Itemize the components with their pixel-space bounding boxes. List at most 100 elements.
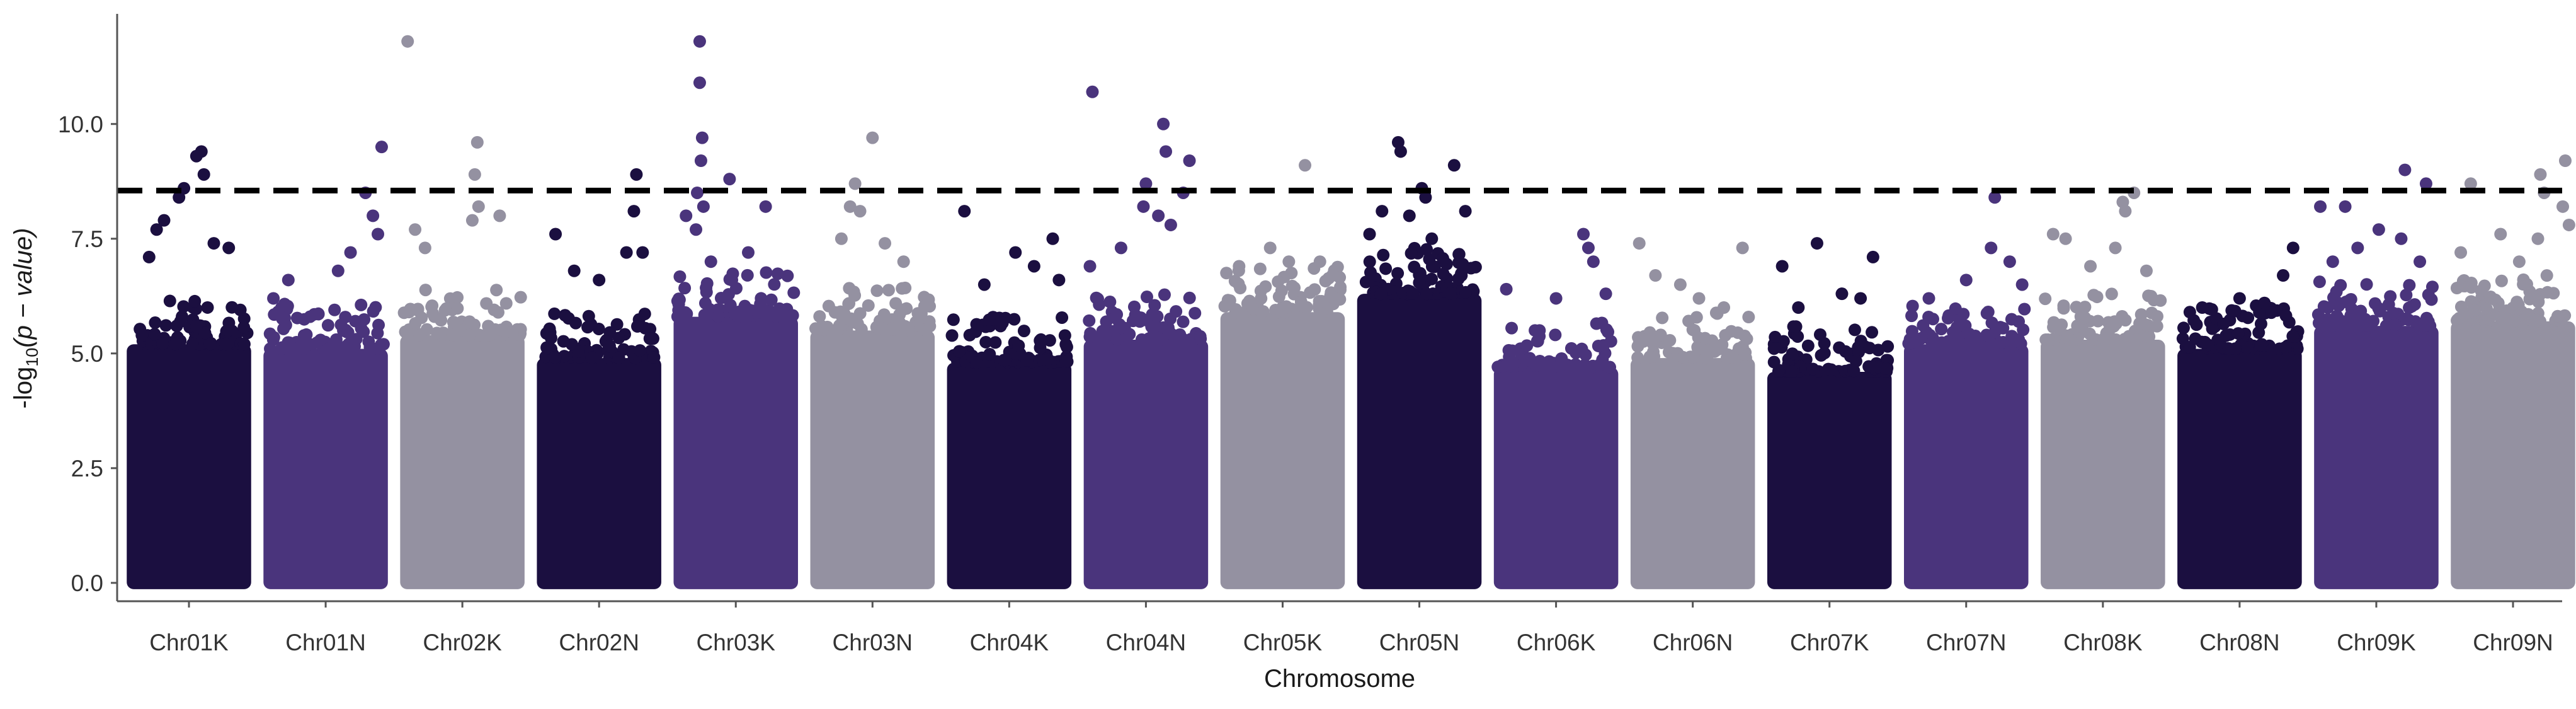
snp-peak-point bbox=[1282, 255, 1296, 268]
snp-point bbox=[135, 329, 149, 342]
snp-point bbox=[2480, 302, 2493, 315]
snp-point bbox=[494, 323, 508, 337]
snp-point bbox=[1145, 320, 1158, 333]
snp-point bbox=[1090, 291, 1103, 304]
snp-point bbox=[870, 284, 884, 297]
snp-point bbox=[1177, 315, 1190, 328]
snp-point bbox=[1862, 360, 1876, 373]
x-tick-label: Chr07K bbox=[1790, 630, 1869, 655]
snp-point bbox=[2225, 304, 2238, 317]
snp-point bbox=[2206, 322, 2219, 335]
snp-point bbox=[2265, 306, 2278, 320]
snp-point bbox=[2041, 333, 2055, 346]
snp-point bbox=[411, 304, 425, 317]
snp-peak-point bbox=[1052, 274, 1066, 287]
snp-peak-point bbox=[1419, 191, 1432, 204]
snp-point bbox=[1906, 299, 1919, 313]
snp-peak-point bbox=[197, 168, 210, 181]
snp-point bbox=[1034, 335, 1047, 349]
snp-peak-point bbox=[567, 264, 581, 277]
x-tick-label: Chr03N bbox=[833, 630, 913, 655]
snp-point bbox=[1813, 328, 1827, 341]
snp-point bbox=[499, 297, 513, 310]
snp-point bbox=[2540, 269, 2553, 282]
snp-point bbox=[1246, 303, 1260, 316]
snp-point bbox=[1020, 354, 1034, 367]
chromosome-chr01n bbox=[263, 141, 390, 589]
snp-peak-point bbox=[879, 237, 892, 250]
snp-density-band bbox=[263, 349, 388, 589]
snp-peak-point bbox=[375, 141, 388, 154]
snp-peak-point bbox=[468, 168, 481, 181]
x-axis-title: Chromosome bbox=[1264, 665, 1415, 693]
snp-peak-point bbox=[1114, 241, 1127, 255]
snp-peak-point bbox=[1183, 154, 1196, 167]
snp-point bbox=[174, 315, 187, 328]
snp-peak-point bbox=[1959, 274, 1973, 287]
snp-point bbox=[1555, 352, 1568, 365]
snp-peak-point bbox=[2531, 232, 2545, 245]
snp-point bbox=[786, 309, 799, 322]
snp-point bbox=[760, 266, 773, 279]
snp-point bbox=[1149, 333, 1162, 346]
snp-point bbox=[491, 306, 504, 319]
chromosome-chr07n bbox=[1902, 191, 2031, 589]
snp-peak-point bbox=[1549, 292, 1563, 305]
snp-point bbox=[1935, 323, 1948, 336]
snp-point bbox=[328, 303, 341, 316]
snp-peak-point bbox=[1403, 209, 1416, 222]
snp-peak-point bbox=[1313, 255, 1326, 268]
snp-point bbox=[1096, 325, 1109, 338]
snp-point bbox=[2321, 313, 2334, 326]
snp-peak-point bbox=[759, 200, 772, 213]
snp-peak-point bbox=[1922, 292, 1935, 305]
snp-point bbox=[1690, 311, 1703, 324]
snp-peak-point bbox=[2454, 246, 2468, 259]
snp-point bbox=[569, 316, 583, 330]
snp-point bbox=[1405, 246, 1418, 260]
snp-peak-point bbox=[1326, 269, 1339, 282]
snp-point bbox=[765, 293, 778, 306]
snp-point bbox=[2388, 318, 2402, 331]
chromosome-chr06k bbox=[1491, 228, 1619, 589]
snp-point bbox=[813, 310, 826, 323]
snp-point bbox=[979, 335, 993, 349]
snp-density-band bbox=[1220, 312, 1345, 589]
snp-point bbox=[1529, 324, 1542, 337]
snp-point bbox=[1127, 300, 1141, 313]
snp-point bbox=[1505, 357, 1519, 370]
snp-peak-point bbox=[157, 214, 171, 227]
snp-point bbox=[1220, 267, 1233, 280]
snp-point bbox=[190, 320, 203, 333]
snp-point bbox=[1631, 351, 1644, 364]
snp-peak-point bbox=[2556, 200, 2570, 213]
snp-peak-point bbox=[222, 241, 236, 255]
snp-point bbox=[1452, 272, 1465, 285]
snp-point bbox=[1969, 330, 1982, 343]
snp-point bbox=[1285, 279, 1299, 292]
snp-peak-point bbox=[1152, 209, 1165, 222]
snp-point bbox=[1113, 318, 1126, 331]
snp-point bbox=[2358, 319, 2371, 332]
snp-point bbox=[2240, 341, 2254, 354]
x-tick-label: Chr07N bbox=[1926, 630, 2007, 655]
y-axis-title: -log10(p − value) bbox=[9, 228, 42, 409]
y-tick-label: 10.0 bbox=[58, 112, 103, 137]
snp-peak-point bbox=[2558, 154, 2572, 167]
snp-point bbox=[1691, 342, 1704, 355]
snp-peak-point bbox=[627, 205, 641, 218]
snp-peak-point bbox=[1854, 292, 1867, 305]
snp-peak-point bbox=[2562, 218, 2575, 231]
snp-point bbox=[638, 308, 651, 321]
x-axis-ticks: Chr01K Chr01N Chr02K Chr02N Chr03K Chr03N Chr0… bbox=[149, 601, 2553, 655]
snp-point bbox=[1980, 328, 1993, 342]
snp-peak-point bbox=[1835, 287, 1849, 301]
snp-peak-point bbox=[2140, 264, 2153, 277]
snp-point bbox=[1769, 330, 1782, 343]
snp-peak-point bbox=[372, 228, 385, 241]
snp-peak-point bbox=[1599, 287, 1612, 301]
snp-point bbox=[2189, 332, 2202, 345]
snp-point bbox=[2279, 309, 2293, 322]
snp-point bbox=[451, 302, 464, 315]
snp-point bbox=[2533, 314, 2546, 328]
